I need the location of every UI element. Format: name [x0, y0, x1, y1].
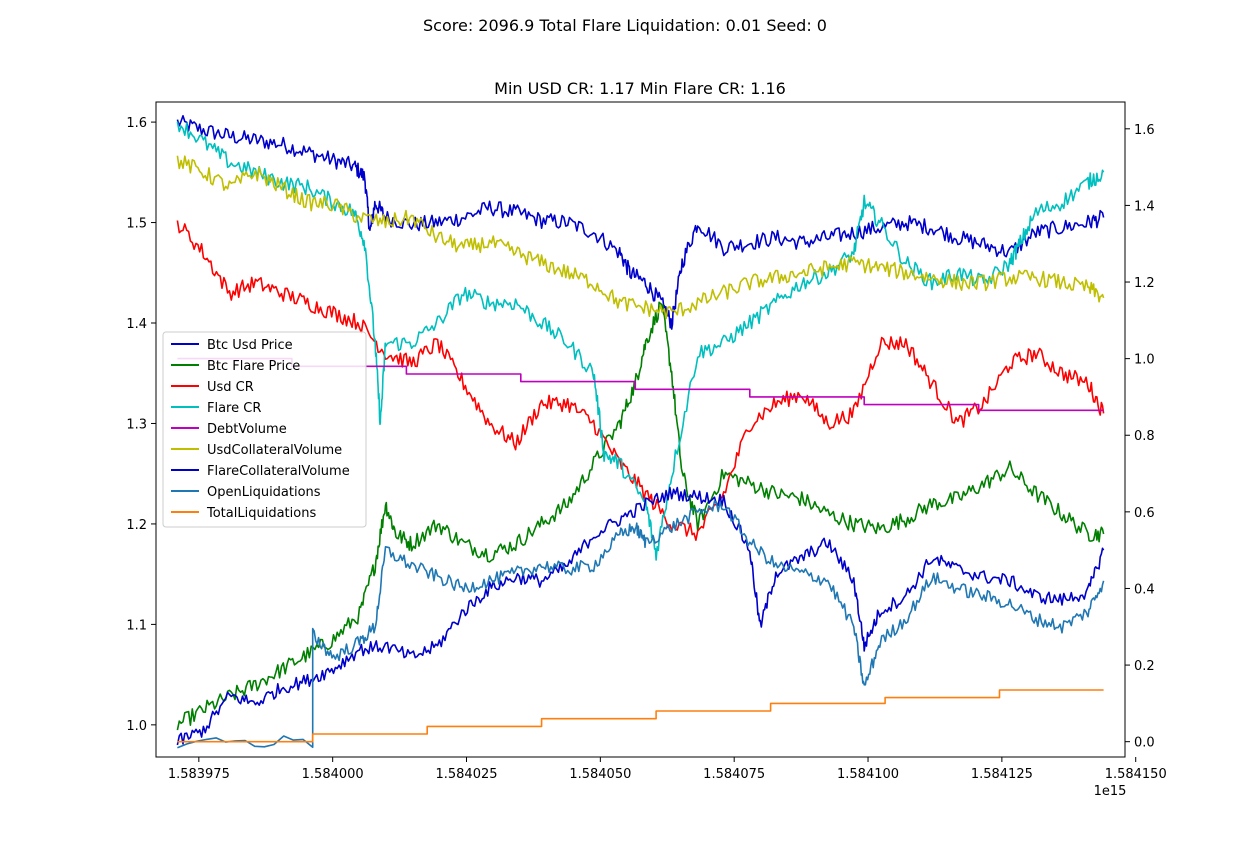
x-tick-label-2: 1.584025: [435, 767, 497, 782]
y-right-tick-label-4: 0.8: [1134, 429, 1155, 444]
x-axis: 1.583975 1.584000 1.584025 1.584050 1.584075…: [168, 757, 1167, 782]
y-right-tick-label-2: 0.4: [1134, 582, 1155, 597]
chart-title: Min USD CR: 1.17 Min Flare CR: 1.16: [494, 79, 786, 98]
figure-suptitle: Score: 2096.9 Total Flare Liquidation: 0…: [423, 16, 827, 35]
y-right-tick-label-1: 0.2: [1134, 659, 1155, 674]
x-tick-label-3: 1.584050: [569, 767, 631, 782]
legend: Btc Usd Price Btc Flare Price Usd CR Flare …: [162, 331, 367, 528]
y-right-tick-label-3: 0.6: [1134, 506, 1155, 521]
legend-label-8: TotalLiquidations: [206, 506, 316, 521]
series-line-1: [176, 301, 1105, 731]
y-right-tick-label-8: 1.6: [1134, 123, 1155, 138]
y-axis-right: 0.0 0.2 0.4 0.6 0.8 1.0 1.2 1.4 1.6: [1125, 123, 1155, 751]
y-left-tick-label-5: 1.5: [126, 217, 147, 232]
legend-label-7: OpenLiquidations: [207, 485, 321, 500]
legend-label-2: Usd CR: [207, 380, 254, 395]
x-tick-label-6: 1.584125: [971, 767, 1033, 782]
x-tick-label-4: 1.584075: [703, 767, 765, 782]
series-line-8: [177, 689, 1104, 743]
legend-label-6: FlareCollateralVolume: [207, 464, 350, 479]
y-left-tick-label-0: 1.0: [126, 719, 147, 734]
legend-label-3: Flare CR: [207, 401, 261, 416]
legend-label-0: Btc Usd Price: [207, 338, 293, 353]
x-tick-label-0: 1.583975: [168, 767, 230, 782]
legend-label-4: DebtVolume: [207, 422, 287, 437]
y-right-tick-label-5: 1.0: [1134, 353, 1155, 368]
y-left-tick-label-2: 1.2: [126, 518, 147, 533]
x-axis-offset-label: 1e15: [1094, 784, 1127, 799]
y-right-tick-label-0: 0.0: [1134, 736, 1155, 751]
series-line-6: [176, 486, 1105, 746]
y-axis-left: 1.0 1.1 1.2 1.3 1.4 1.5 1.6: [126, 116, 156, 734]
legend-box: [162, 331, 367, 528]
legend-label-5: UsdCollateralVolume: [207, 443, 342, 458]
series-line-2: [176, 220, 1105, 541]
y-left-tick-label-1: 1.1: [126, 618, 147, 633]
series-line-0: [176, 115, 1105, 330]
x-tick-label-7: 1.584150: [1105, 767, 1167, 782]
series-line-5: [176, 155, 1105, 320]
y-left-tick-label-3: 1.3: [126, 417, 147, 432]
plot-area: [176, 115, 1105, 749]
x-tick-label-5: 1.584100: [837, 767, 899, 782]
series-line-7: [177, 500, 1105, 749]
y-right-tick-label-6: 1.2: [1134, 276, 1155, 291]
x-tick-label-1: 1.584000: [302, 767, 364, 782]
plot-frame: [155, 101, 1126, 758]
y-left-tick-label-4: 1.4: [126, 317, 147, 332]
y-right-tick-label-7: 1.4: [1134, 199, 1155, 214]
legend-label-1: Btc Flare Price: [207, 359, 300, 374]
y-left-tick-label-6: 1.6: [126, 116, 147, 131]
